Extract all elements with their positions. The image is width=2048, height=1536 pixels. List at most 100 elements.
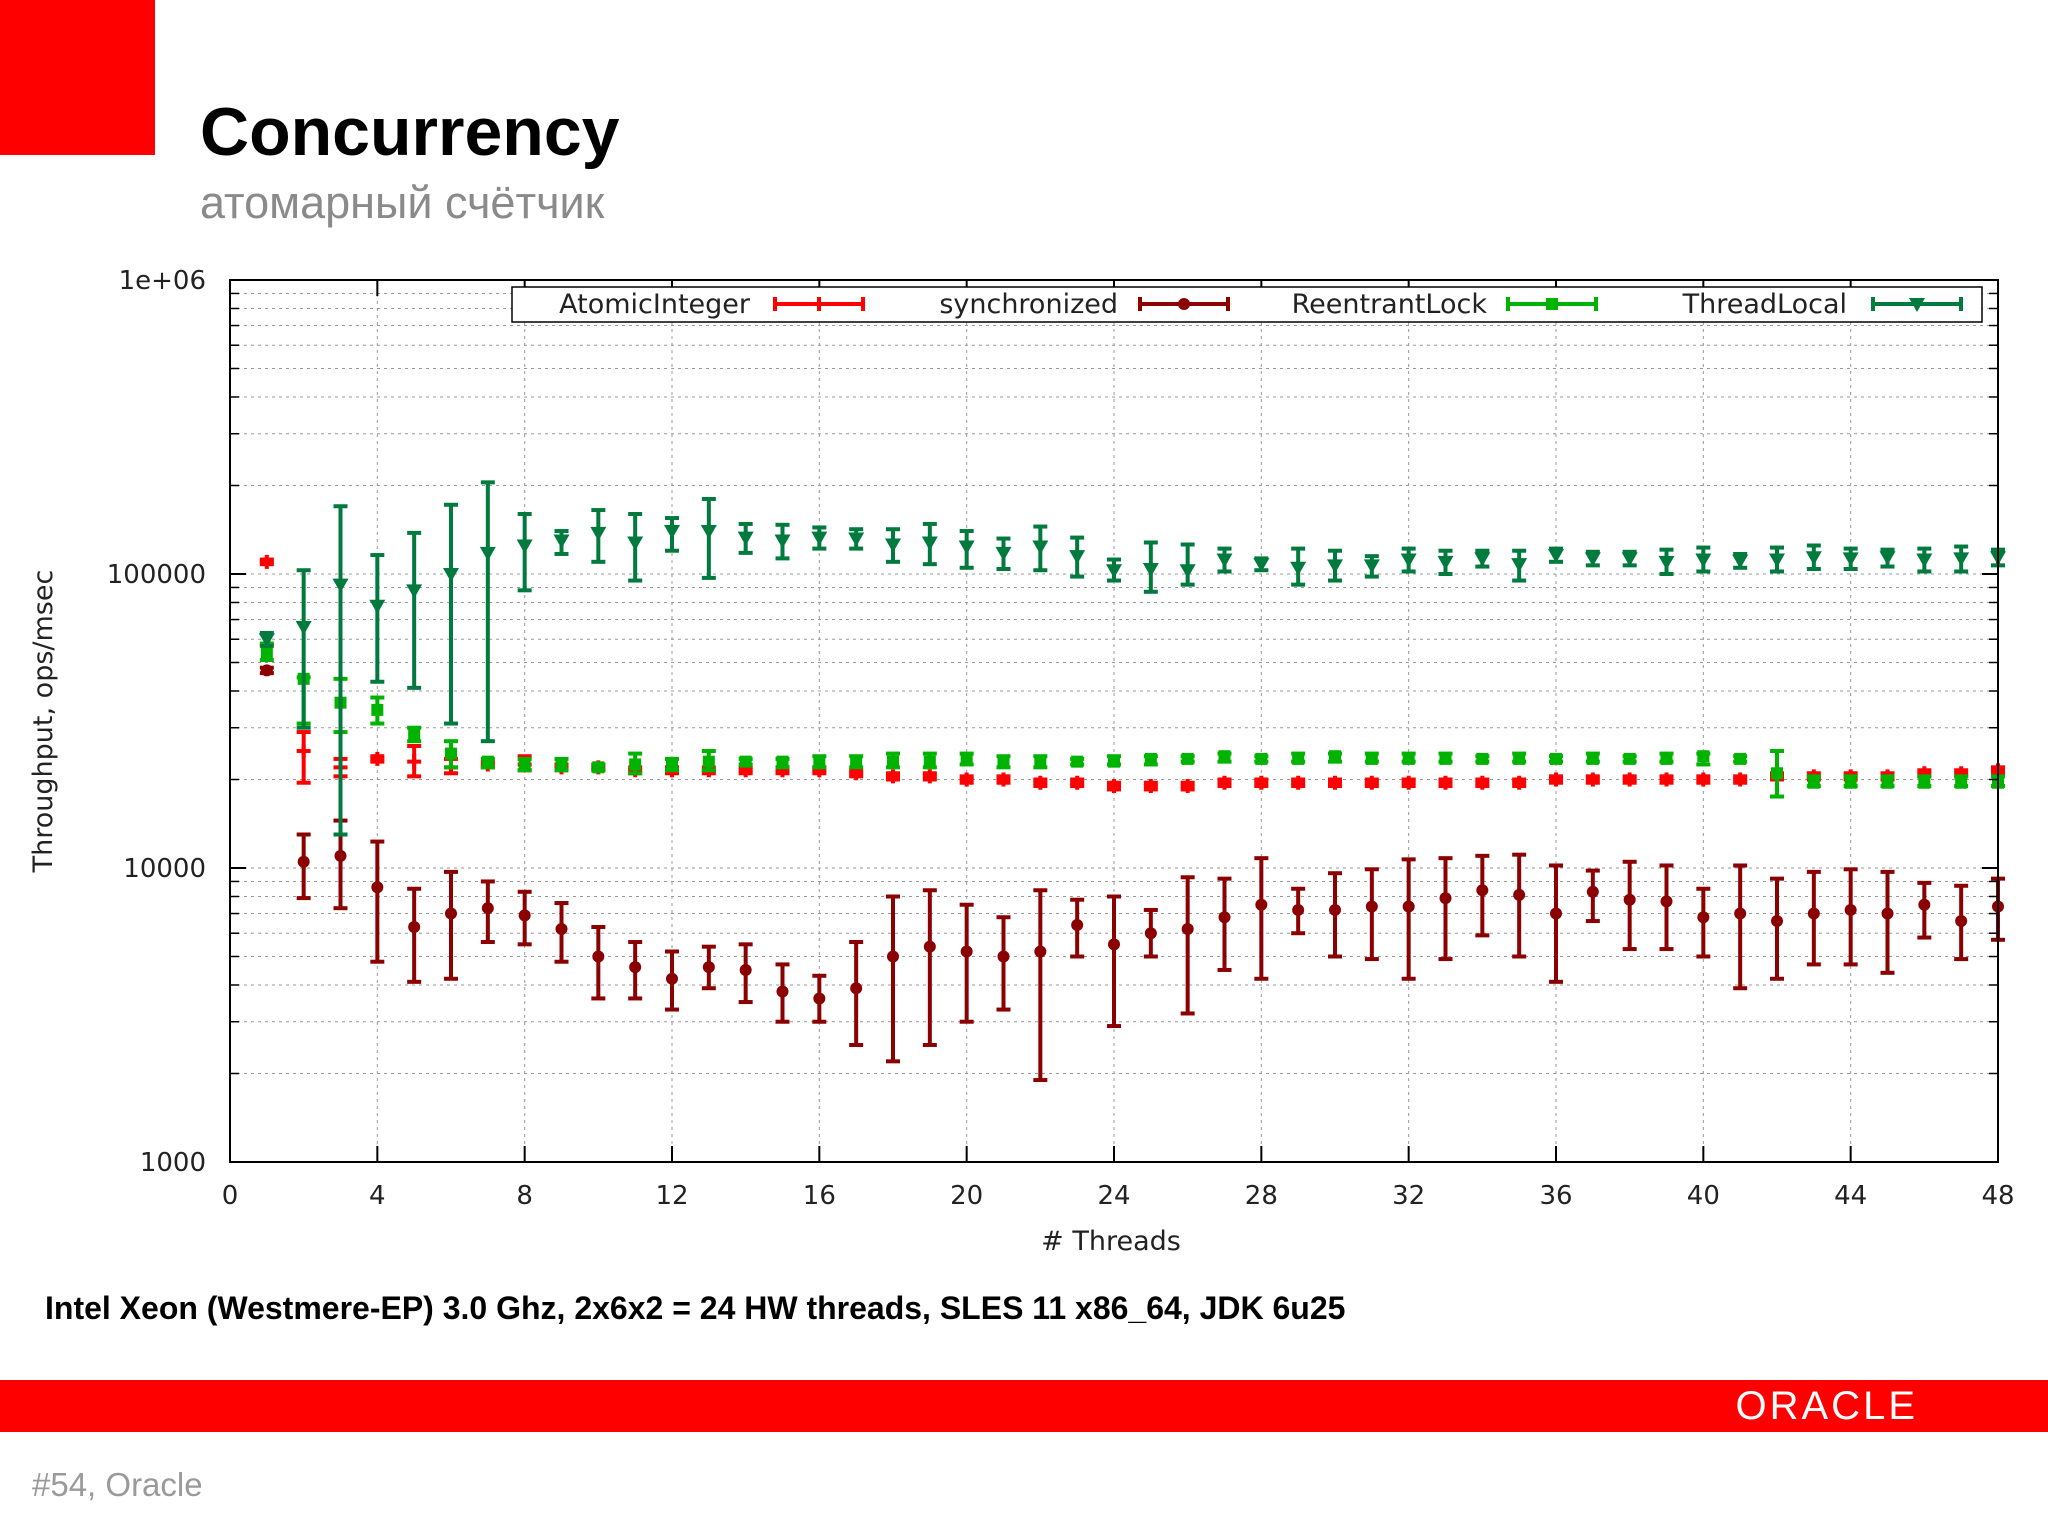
data-marker — [1254, 775, 1269, 790]
data-marker — [1364, 775, 1379, 790]
data-point — [479, 480, 496, 744]
data-point — [1143, 907, 1158, 959]
data-point — [296, 730, 311, 785]
data-point — [1143, 779, 1158, 794]
x-axis-label: # Threads — [1041, 1226, 1181, 1257]
y-tick-label: 1000 — [140, 1148, 206, 1178]
data-marker — [1586, 885, 1599, 898]
data-marker — [1842, 552, 1859, 567]
data-point — [1549, 863, 1563, 984]
data-point — [295, 568, 312, 730]
data-point — [812, 973, 827, 1024]
data-marker — [812, 297, 826, 311]
data-marker — [1909, 298, 1925, 312]
data-point — [1180, 752, 1195, 765]
data-marker — [774, 534, 791, 549]
data-marker — [1881, 776, 1894, 789]
data-marker — [1550, 752, 1562, 765]
data-marker — [1363, 559, 1380, 574]
data-marker — [443, 568, 459, 582]
data-point — [1143, 752, 1158, 767]
footer-bar: ORACLE — [0, 1380, 2048, 1432]
data-point — [1475, 752, 1490, 765]
data-point — [1401, 857, 1416, 981]
x-tick-label: 12 — [655, 1181, 688, 1211]
data-marker — [1179, 564, 1196, 579]
data-point — [1291, 886, 1306, 936]
data-marker — [1955, 915, 1968, 928]
data-marker — [666, 758, 678, 771]
data-marker — [1071, 755, 1084, 768]
series-reentrantlock — [259, 641, 2005, 799]
data-marker — [555, 923, 568, 936]
data-point — [1328, 871, 1342, 959]
data-point — [1180, 779, 1195, 794]
legend-label-reentrantlock: ReentrantLock — [1292, 289, 1488, 320]
data-point — [959, 772, 974, 787]
data-point — [1290, 546, 1307, 587]
data-marker — [922, 769, 937, 784]
data-point — [1585, 868, 1600, 924]
data-point — [1843, 774, 1858, 789]
data-point — [1954, 774, 1969, 789]
series-threadlocal — [258, 480, 2006, 837]
data-point — [1254, 856, 1269, 981]
data-point — [812, 754, 827, 770]
data-point — [1070, 897, 1085, 959]
data-marker — [408, 728, 421, 741]
data-point — [1070, 775, 1085, 790]
x-tick-label: 48 — [1981, 1181, 2014, 1211]
data-marker — [776, 755, 789, 768]
data-marker — [1178, 298, 1190, 310]
data-point — [1475, 775, 1490, 790]
data-marker — [371, 881, 384, 894]
data-marker — [1586, 752, 1599, 765]
data-marker — [1771, 915, 1783, 928]
data-point — [1217, 750, 1232, 764]
data-point — [1106, 557, 1122, 583]
data-marker — [739, 963, 752, 976]
data-point — [627, 511, 644, 583]
data-marker — [1623, 752, 1636, 765]
data-point — [738, 755, 753, 768]
data-point — [774, 522, 791, 561]
legend-sample-threadlocal — [1871, 297, 1963, 312]
data-marker — [813, 755, 826, 768]
data-point — [1917, 880, 1932, 940]
data-marker — [1253, 558, 1270, 573]
data-marker — [1143, 779, 1158, 794]
data-marker — [958, 540, 975, 555]
data-marker — [371, 703, 384, 716]
data-marker — [297, 855, 310, 868]
data-point — [996, 754, 1011, 770]
data-marker — [1807, 776, 1820, 789]
chart-series — [258, 480, 2006, 1083]
data-marker — [959, 772, 974, 787]
data-point — [700, 496, 717, 580]
data-marker — [296, 744, 311, 759]
data-point — [1107, 754, 1121, 768]
data-marker — [1329, 903, 1341, 916]
data-point — [591, 924, 606, 1001]
data-marker — [850, 755, 863, 768]
data-point — [1401, 775, 1416, 790]
data-point — [1291, 751, 1306, 765]
data-marker — [1400, 553, 1417, 568]
data-point — [407, 725, 422, 744]
data-marker — [481, 902, 494, 915]
data-marker — [1660, 752, 1673, 765]
data-marker — [1292, 752, 1305, 765]
data-point — [1621, 549, 1638, 568]
data-point — [1033, 754, 1048, 770]
data-point — [1733, 863, 1748, 991]
data-point — [775, 755, 790, 770]
data-point — [259, 664, 274, 677]
data-marker — [1660, 895, 1673, 908]
data-marker — [887, 755, 899, 768]
data-marker — [1734, 752, 1747, 765]
legend-sample-atomicinteger — [773, 297, 865, 311]
data-point — [590, 508, 607, 564]
data-marker — [1549, 772, 1563, 787]
data-point — [1549, 752, 1563, 765]
data-marker — [1658, 555, 1675, 570]
